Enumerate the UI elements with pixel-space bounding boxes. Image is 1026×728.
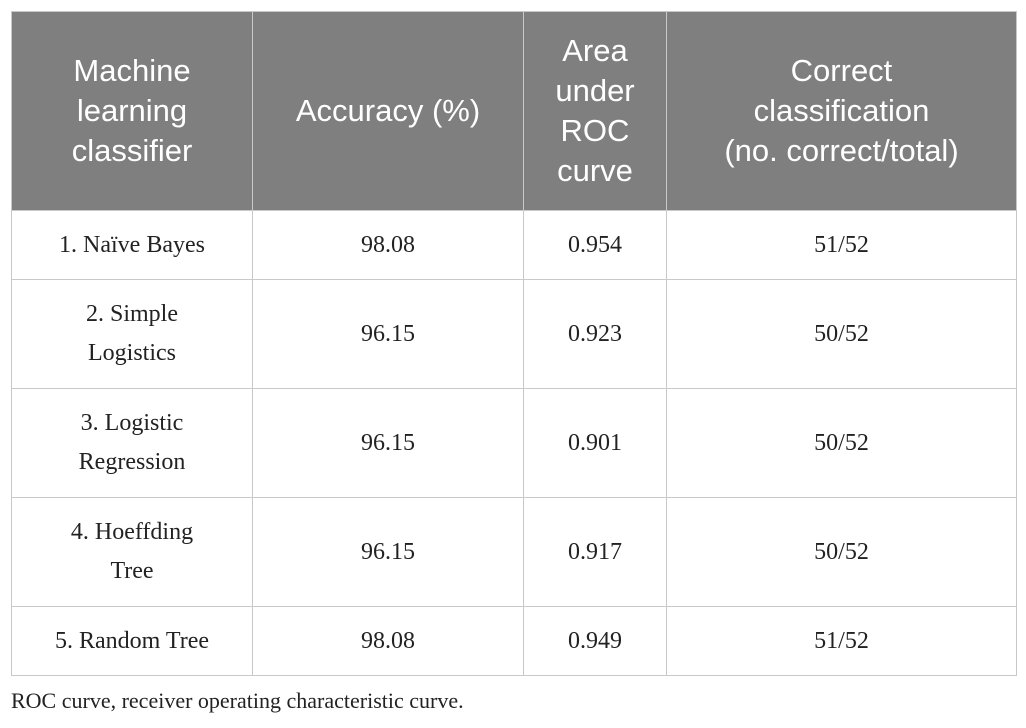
cell-line: under bbox=[555, 73, 635, 108]
table-cell: 4. Hoeffding Tree bbox=[11, 497, 253, 607]
results-table: Machine learning classifier Accuracy (%) Are… bbox=[11, 11, 1017, 676]
header-cell: Area under ROC curve bbox=[523, 11, 667, 211]
cell-line: 0.901 bbox=[568, 429, 622, 456]
table-row: 3. Logistic Regression 96.15 0.901 50/52 bbox=[11, 388, 1017, 498]
table-row: 5. Random Tree 98.08 0.949 51/52 bbox=[11, 606, 1017, 676]
table-cell: 96.15 bbox=[252, 279, 524, 389]
cell-line: Accuracy (%) bbox=[295, 93, 481, 128]
table-cell: 0.949 bbox=[523, 606, 667, 676]
cell-line: 98.08 bbox=[361, 231, 415, 258]
cell-line: classification bbox=[753, 93, 930, 128]
table-cell: 51/52 bbox=[666, 606, 1017, 676]
table-cell: 96.15 bbox=[252, 388, 524, 498]
cell-line: 0.949 bbox=[568, 627, 622, 654]
cell-line: Logistics bbox=[88, 340, 176, 366]
header-row: Machine learning classifier Accuracy (%) Are… bbox=[11, 11, 1017, 211]
cell-line: Correct bbox=[790, 53, 893, 88]
table-cell: 50/52 bbox=[666, 279, 1017, 389]
header-cell: Correct classification (no. correct/total) bbox=[666, 11, 1017, 211]
cell-line: (no. correct/total) bbox=[724, 133, 959, 168]
table-row: 4. Hoeffding Tree 96.15 0.917 50/52 bbox=[11, 497, 1017, 607]
table-row: 2. Simple Logistics 96.15 0.923 50/52 bbox=[11, 279, 1017, 389]
cell-line: 51/52 bbox=[814, 627, 869, 654]
footnote: ROC curve, receiver operating characteri… bbox=[11, 688, 464, 713]
cell-line: Regression bbox=[78, 449, 186, 475]
table-cell: 3. Logistic Regression bbox=[11, 388, 253, 498]
cell-line: 4. Hoeffding bbox=[70, 519, 194, 545]
table-cell: 0.923 bbox=[523, 279, 667, 389]
table-cell: 1. Naïve Bayes bbox=[11, 210, 253, 280]
table-cell: 51/52 bbox=[666, 210, 1017, 280]
table-cell: 98.08 bbox=[252, 606, 524, 676]
cell-line: 3. Logistic bbox=[80, 410, 184, 436]
table-cell: 0.901 bbox=[523, 388, 667, 498]
cell-line: 0.917 bbox=[568, 538, 622, 565]
cell-line: 5. Random Tree bbox=[54, 627, 209, 654]
table-row: 1. Naïve Bayes 98.08 0.954 51/52 bbox=[11, 210, 1017, 280]
table-cell: 2. Simple Logistics bbox=[11, 279, 253, 389]
table-cell: 98.08 bbox=[252, 210, 524, 280]
table-cell: 96.15 bbox=[252, 497, 524, 607]
cell-line: Machine bbox=[73, 53, 191, 88]
table-cell: 0.954 bbox=[523, 210, 667, 280]
cell-line: 1. Naïve Bayes bbox=[59, 231, 205, 258]
cell-line: 98.08 bbox=[361, 627, 415, 654]
cell-line: 96.15 bbox=[361, 538, 415, 565]
cell-line: 50/52 bbox=[814, 320, 869, 347]
cell-line: 51/52 bbox=[814, 231, 869, 258]
table-cell: 0.917 bbox=[523, 497, 667, 607]
cell-line: ROC bbox=[560, 113, 630, 148]
table-cell: 5. Random Tree bbox=[11, 606, 253, 676]
cell-line: classifier bbox=[71, 133, 193, 168]
cell-line: learning bbox=[76, 93, 188, 128]
table-cell: 50/52 bbox=[666, 388, 1017, 498]
cell-line: 0.954 bbox=[568, 231, 622, 258]
cell-line: curve bbox=[557, 153, 633, 188]
cell-line: 50/52 bbox=[814, 538, 869, 565]
header-cell: Machine learning classifier bbox=[11, 11, 253, 211]
cell-line: Area bbox=[562, 33, 628, 68]
cell-line: 96.15 bbox=[361, 320, 415, 347]
header-cell: Accuracy (%) bbox=[252, 11, 524, 211]
cell-line: 2. Simple bbox=[85, 301, 178, 327]
cell-line: 50/52 bbox=[814, 429, 869, 456]
cell-line: 96.15 bbox=[361, 429, 415, 456]
cell-line: Tree bbox=[110, 558, 154, 584]
table-cell: 50/52 bbox=[666, 497, 1017, 607]
cell-line: 0.923 bbox=[568, 320, 622, 347]
